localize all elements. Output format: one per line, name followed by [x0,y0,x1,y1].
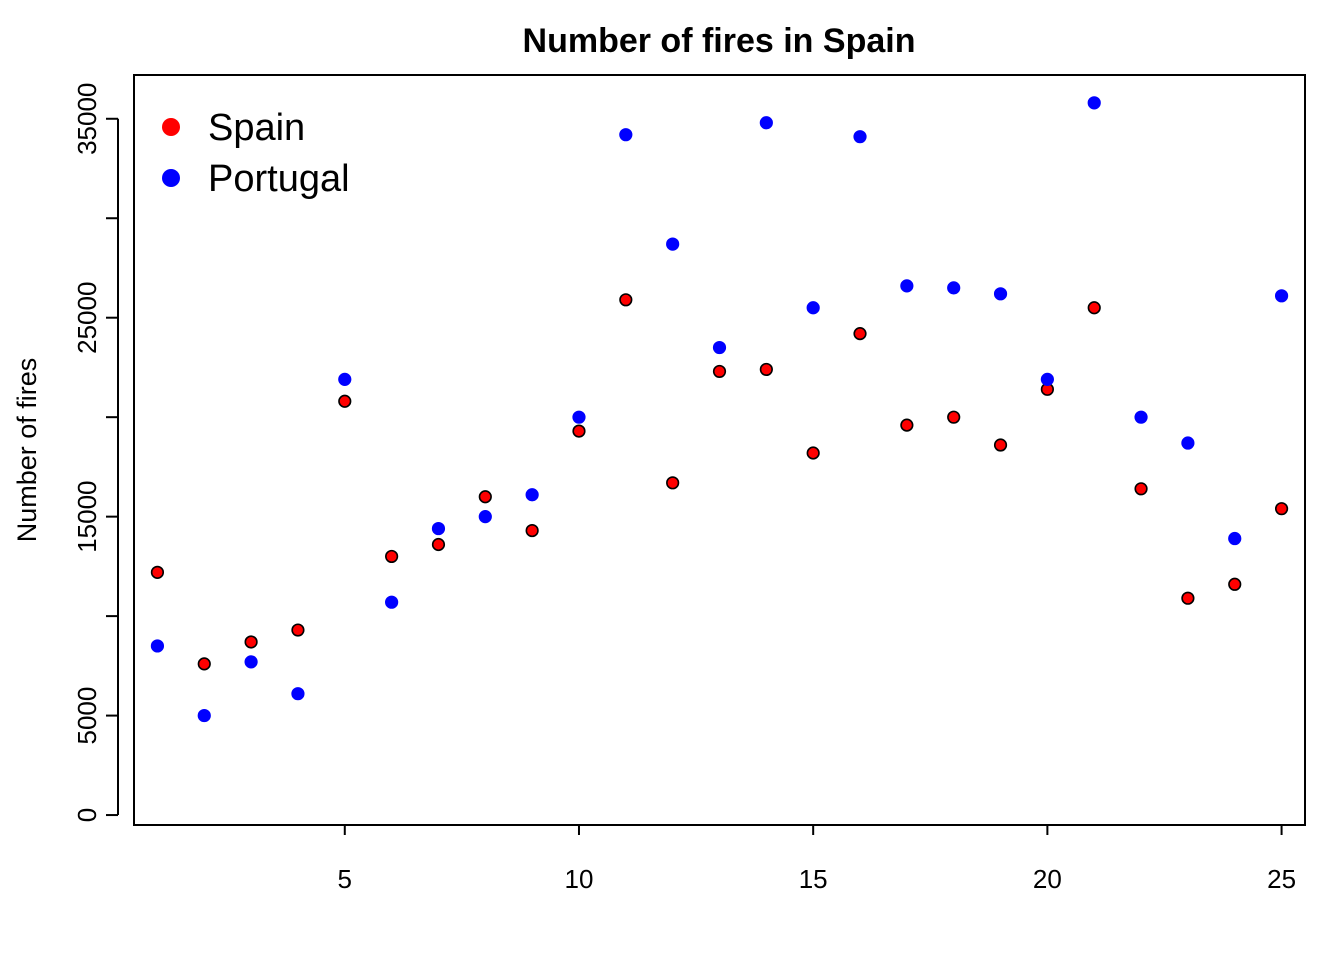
point-portugal-20 [1040,372,1054,386]
point-portugal-16 [853,130,867,144]
y-axis: 0 5000 15000 25000 35000 [72,83,119,822]
point-spain-3 [244,635,258,649]
point-portugal-22 [1134,410,1148,424]
point-portugal-7 [431,521,446,536]
plot-area-frame [133,74,1306,826]
point-spain-12 [666,476,680,490]
x-tick-label: 10 [565,864,594,894]
point-spain-23 [1181,591,1195,605]
point-spain-13 [712,364,727,379]
point-portugal-25 [1274,289,1289,303]
point-spain-18 [947,410,961,424]
point-spain-9 [525,523,539,538]
point-spain-1 [150,565,165,579]
point-spain-25 [1274,502,1289,516]
point-portugal-1 [150,639,165,653]
point-spain-16 [853,327,867,341]
point-spain-2 [197,657,211,671]
point-portugal-5 [338,372,352,386]
point-spain-4 [291,623,305,637]
point-spain-17 [900,418,914,432]
legend-marker-spain [162,118,180,136]
point-portugal-9 [525,488,539,502]
point-portugal-2 [197,708,211,723]
point-spain-5 [338,394,352,408]
y-tick-label: 15000 [72,480,102,552]
point-portugal-4 [291,687,305,701]
chart-title: Number of fires in Spain [523,22,916,60]
point-spain-6 [385,549,399,564]
legend: Spain Portugal [162,107,350,200]
point-portugal-19 [993,287,1008,301]
point-portugal-17 [900,279,914,293]
legend-marker-portugal [162,169,180,187]
point-portugal-14 [759,116,773,130]
data-points [150,96,1289,723]
point-spain-8 [478,490,492,504]
legend-label-spain: Spain [208,107,305,149]
point-portugal-23 [1181,436,1195,450]
point-portugal-21 [1087,96,1101,110]
point-spain-24 [1228,577,1242,591]
point-spain-11 [619,293,633,307]
point-portugal-13 [712,340,727,355]
x-tick-label: 20 [1033,864,1062,894]
point-portugal-10 [572,410,586,424]
point-spain-10 [572,424,586,438]
y-axis-label: Number of fires [12,358,42,543]
y-tick-label: 5000 [72,687,102,745]
point-portugal-3 [244,655,258,669]
point-spain-21 [1087,301,1101,315]
x-tick-label: 15 [799,864,828,894]
point-spain-19 [993,438,1008,452]
point-spain-22 [1134,482,1148,496]
y-tick-label: 25000 [72,282,102,354]
point-portugal-18 [947,281,961,295]
point-portugal-12 [666,237,680,251]
point-portugal-6 [385,595,399,609]
point-spain-15 [806,446,820,460]
legend-label-portugal: Portugal [208,158,350,200]
point-portugal-11 [619,128,633,142]
point-spain-14 [759,362,773,377]
point-portugal-8 [478,510,492,524]
y-tick-label: 35000 [72,83,102,155]
x-axis: 5 10 15 20 25 [338,825,1296,894]
point-portugal-15 [806,301,820,315]
point-portugal-24 [1228,531,1242,546]
x-tick-label: 5 [338,864,352,894]
x-tick-label: 25 [1267,864,1296,894]
point-spain-7 [431,537,446,552]
y-tick-label: 0 [72,808,102,822]
